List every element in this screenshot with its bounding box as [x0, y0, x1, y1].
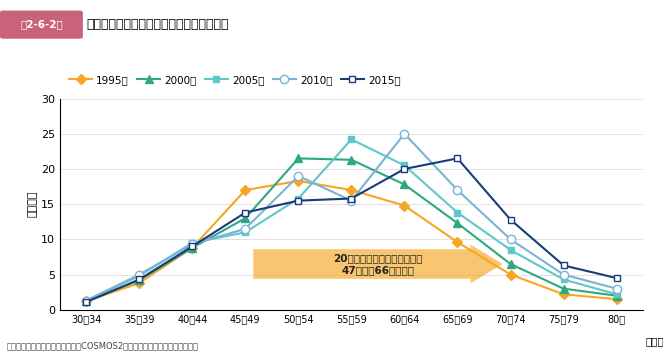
1995年: [294, 179, 302, 183]
2015年: [294, 199, 302, 203]
Line: 2005年: 2005年: [83, 136, 620, 304]
2010年: [507, 237, 514, 241]
2015年: [453, 156, 461, 161]
1995年: [241, 188, 249, 192]
2015年: [613, 276, 621, 280]
2010年: [453, 188, 461, 192]
2005年: [613, 292, 621, 296]
2015年: [507, 218, 514, 222]
2005年: [347, 137, 355, 142]
2000年: [613, 294, 621, 298]
Y-axis label: （万人）: （万人）: [28, 191, 38, 218]
Line: 1995年: 1995年: [83, 177, 620, 305]
2010年: [82, 298, 90, 303]
1995年: [613, 297, 621, 301]
2000年: [560, 287, 568, 291]
Text: 20年間で経営者年齢の山は、
47歳から66歳へ移動: 20年間で経営者年齢の山は、 47歳から66歳へ移動: [333, 253, 422, 275]
Text: 資料：（株）帝国データバンク「COSMOS2（企業概要ファイル）」再編加工: 資料：（株）帝国データバンク「COSMOS2（企業概要ファイル）」再編加工: [7, 341, 199, 350]
1995年: [507, 272, 514, 277]
2010年: [347, 199, 355, 203]
2000年: [347, 158, 355, 162]
2015年: [400, 167, 408, 171]
2000年: [82, 299, 90, 303]
Line: 2000年: 2000年: [82, 154, 621, 306]
1995年: [188, 246, 196, 250]
2010年: [188, 242, 196, 246]
2005年: [82, 298, 90, 303]
1995年: [135, 281, 143, 285]
1995年: [400, 203, 408, 208]
2005年: [294, 196, 302, 201]
2000年: [241, 216, 249, 220]
2000年: [294, 156, 302, 161]
2005年: [507, 248, 514, 252]
Text: 年代別に見た中小企業の経営者年齢の分布: 年代別に見た中小企業の経営者年齢の分布: [86, 18, 229, 31]
2015年: [241, 210, 249, 215]
1995年: [560, 292, 568, 296]
2015年: [560, 263, 568, 268]
2010年: [613, 287, 621, 291]
2000年: [135, 278, 143, 282]
2015年: [82, 300, 90, 304]
2000年: [400, 182, 408, 187]
2010年: [400, 132, 408, 136]
2005年: [453, 210, 461, 215]
Line: 2010年: 2010年: [82, 130, 621, 305]
1995年: [347, 188, 355, 192]
2000年: [453, 221, 461, 225]
1995年: [82, 299, 90, 303]
2005年: [135, 274, 143, 278]
2015年: [347, 196, 355, 201]
2005年: [400, 163, 408, 168]
2010年: [135, 272, 143, 277]
1995年: [453, 240, 461, 244]
2005年: [241, 230, 249, 234]
2015年: [135, 277, 143, 282]
2000年: [507, 262, 514, 266]
Text: 第2-6-2図: 第2-6-2図: [20, 20, 63, 30]
Text: （歳）: （歳）: [646, 337, 663, 346]
Legend: 1995年, 2000年, 2005年, 2010年, 2015年: 1995年, 2000年, 2005年, 2010年, 2015年: [65, 71, 404, 89]
2010年: [560, 272, 568, 277]
2010年: [294, 174, 302, 178]
2010年: [241, 227, 249, 231]
2000年: [188, 246, 196, 250]
Line: 2015年: 2015年: [83, 155, 620, 306]
2015年: [188, 244, 196, 249]
FancyArrow shape: [253, 245, 503, 283]
2005年: [188, 241, 196, 245]
2005年: [560, 277, 568, 282]
